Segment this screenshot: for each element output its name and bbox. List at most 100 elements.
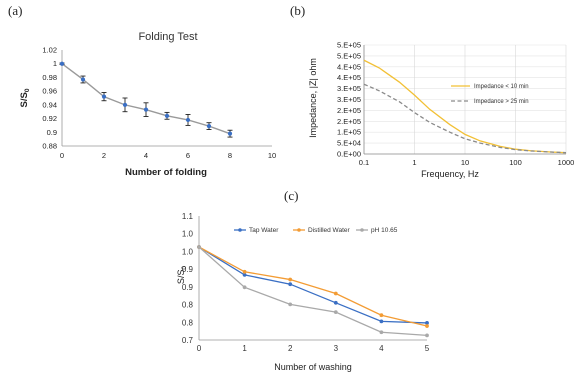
- chart-b-y-tick-label: 3.E+05: [337, 84, 361, 93]
- chart-b-y-tick-label: 5.E+05: [337, 41, 361, 50]
- panel-label-b: (b): [290, 3, 305, 18]
- chart-a-xlabel: Number of folding: [125, 167, 207, 178]
- chart-b-y-tick-label: 5.E+05: [337, 51, 361, 60]
- chart-c-y-tick-label: 0.9: [182, 283, 194, 292]
- panel-label-a: (a): [8, 3, 22, 18]
- chart-c-data-point-1: [379, 319, 384, 324]
- chart-a-x-tick-label: 0: [60, 151, 64, 160]
- chart-a-y-tick-label: 0.94: [42, 100, 57, 109]
- chart-b-legend-label: Impedance < 10 min: [474, 84, 529, 90]
- chart-b-y-tick-label: 4.E+05: [337, 73, 361, 82]
- chart-a-title: Folding Test: [138, 31, 197, 43]
- chart-a-y-tick-label: 0.96: [42, 87, 57, 96]
- chart-c-y-tick-label: 1.0: [182, 230, 194, 239]
- chart-b-y-tick-label: 3.E+05: [337, 95, 361, 104]
- chart-b-y-tick-label: 2.E+05: [337, 106, 361, 115]
- chart-a-y-tick-label: 1: [53, 59, 57, 68]
- chart-c-data-point-2: [379, 313, 384, 318]
- chart-c-ylabel: S/S: [176, 270, 186, 285]
- panel-label-c: (c): [284, 188, 298, 203]
- chart-c-data-point-3: [197, 245, 201, 249]
- chart-a-y-tick-label: 0.92: [42, 114, 57, 123]
- chart-c-y-tick-label: 0.8: [182, 301, 194, 310]
- chart-c-legend-marker: [297, 228, 301, 232]
- chart-a-y-tick-label: 0.9: [47, 128, 57, 137]
- chart-c-series-line-2: [198, 246, 428, 327]
- chart-b-y-tick-label: 2.E+05: [337, 117, 361, 126]
- chart-b-y-tick-label: 0.E+00: [337, 150, 361, 159]
- chart-b-series-line-2: [363, 83, 567, 154]
- chart-c-legend-label: Distilled Water: [308, 227, 350, 234]
- chart-c-data-point-1: [242, 273, 247, 277]
- chart-a-x-tick-label: 4: [144, 151, 148, 160]
- svg-text:S/S0: S/S0: [176, 266, 188, 285]
- chart-c-data-point-2: [288, 277, 293, 282]
- chart-c-y-tick-label: 1.0: [182, 247, 194, 256]
- chart-a-data-point: [59, 61, 65, 66]
- chart-a-data-point: [80, 77, 86, 82]
- chart-a-ylabel: S/S: [19, 92, 30, 107]
- chart-c-data-point-2: [425, 324, 429, 328]
- chart-c-legend-label: pH 10.65: [371, 227, 398, 234]
- chart-c-data-point-1: [333, 300, 338, 305]
- chart-a-ylabel-sub: 0: [24, 88, 31, 92]
- chart-c-data-point-3: [425, 333, 429, 338]
- chart-a-data-point: [227, 131, 233, 136]
- chart-b-ylabel: Impedance, |Z| ohm: [308, 58, 318, 138]
- svg-text:S/S0: S/S0: [19, 88, 31, 107]
- chart-c-data-point-2: [333, 291, 338, 296]
- chart-b-x-tick-label: 10: [461, 158, 469, 167]
- chart-a-data-point: [206, 124, 212, 129]
- chart-c-data-point-3: [288, 302, 293, 307]
- chart-c-legend-marker: [238, 228, 242, 232]
- chart-b-y-tick-label: 5.E+04: [337, 139, 361, 148]
- chart-a-x-tick-label: 2: [102, 151, 106, 160]
- chart-b-x-tick-label: 1: [412, 158, 416, 167]
- chart-b-x-tick-label: 1000: [558, 158, 575, 167]
- chart-a-x-tick-label: 8: [228, 151, 232, 160]
- chart-c-data-point-3: [379, 330, 384, 335]
- chart-a-data-point: [122, 102, 128, 107]
- folding-test-chart: Folding Test Number of folding S/S0 0.88…: [19, 31, 276, 178]
- chart-c-y-tick-label: 0.7: [182, 336, 194, 345]
- chart-b-x-tick-label: 0.1: [359, 158, 369, 167]
- chart-a-y-tick-label: 0.88: [42, 142, 57, 151]
- chart-a-x-tick-label: 10: [268, 151, 276, 160]
- chart-c-y-tick-label: 0.8: [182, 318, 194, 327]
- chart-a-ylabel-group: S/S0: [19, 88, 31, 107]
- chart-a-data-point: [101, 94, 107, 99]
- washing-chart: Number of washing S/S0 0.70.80.80.90.91.…: [176, 212, 430, 372]
- chart-c-xlabel: Number of washing: [274, 362, 352, 372]
- chart-c-x-tick-label: 0: [197, 344, 202, 353]
- chart-a-series-line: [61, 63, 231, 135]
- chart-c-x-tick-label: 1: [242, 344, 247, 353]
- impedance-chart: Frequency, Hz Impedance, |Z| ohm 0.E+00 5…: [308, 41, 574, 180]
- chart-c-ylabel-group: S/S0: [176, 266, 188, 285]
- chart-b-y-tick-label: 1.E+05: [337, 128, 361, 137]
- chart-a-x-tick-label: 6: [186, 151, 190, 160]
- chart-a-y-tick-label: 1.02: [42, 46, 57, 55]
- chart-c-series-line-1: [198, 246, 428, 324]
- chart-b-x-tick-label: 100: [509, 158, 522, 167]
- chart-c-data-point-1: [288, 282, 293, 287]
- chart-b-xlabel: Frequency, Hz: [421, 169, 479, 179]
- chart-c-data-point-3: [333, 310, 338, 314]
- chart-a-data-point: [164, 113, 170, 118]
- chart-c-x-tick-label: 2: [288, 344, 293, 353]
- chart-c-ylabel-sub: 0: [181, 266, 188, 270]
- chart-b-legend-label: Impedance > 25 min: [474, 99, 529, 105]
- chart-c-data-point-2: [242, 269, 247, 274]
- chart-c-legend-label: Tap Water: [249, 227, 279, 234]
- chart-c-x-tick-label: 3: [334, 344, 339, 353]
- chart-c-legend-marker: [360, 228, 364, 232]
- chart-c-y-tick-label: 0.9: [182, 265, 194, 274]
- chart-c-data-point-3: [242, 285, 247, 290]
- chart-a-data-point: [143, 107, 149, 112]
- chart-c-x-tick-label: 4: [379, 344, 384, 353]
- chart-c-y-tick-label: 1.1: [182, 212, 194, 221]
- chart-a-data-point: [185, 117, 191, 123]
- chart-a-y-tick-label: 0.98: [42, 73, 57, 82]
- chart-b-y-tick-label: 4.E+05: [337, 62, 361, 71]
- chart-c-x-tick-label: 5: [425, 344, 430, 353]
